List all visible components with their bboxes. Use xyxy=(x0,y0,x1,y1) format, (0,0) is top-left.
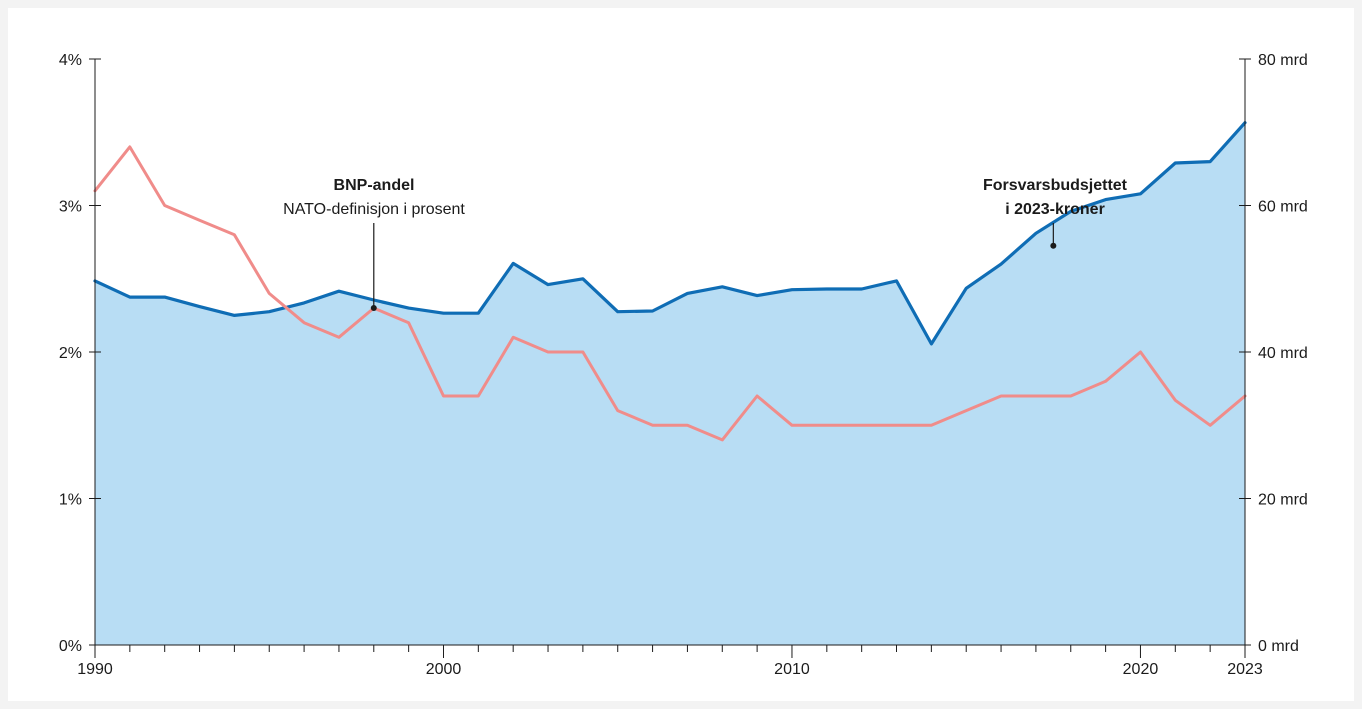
y-right-tick-label: 20 mrd xyxy=(1258,492,1308,509)
x-tick-label: 2010 xyxy=(774,661,810,678)
x-tick-label: 2023 xyxy=(1227,661,1263,678)
annotation-bnp-subtitle: NATO-definisjon i prosent xyxy=(283,201,465,218)
x-tick-label: 2000 xyxy=(426,661,462,678)
annotation-budget-dot xyxy=(1050,242,1057,249)
budget-area xyxy=(95,122,1245,645)
annotation-budget-title: Forsvarsbudsjettet xyxy=(983,177,1128,194)
y-left-tick-label: 2% xyxy=(59,345,82,362)
line-layer xyxy=(93,121,1247,442)
chart-svg: 0% 1% 2% 3% 4% 0 mrd 20 mrd 40 mrd 60 mrd 80 mrd 1… xyxy=(59,52,1308,678)
x-tick-label: 2020 xyxy=(1123,661,1159,678)
annotation-layer: BNP-andel NATO-definisjon i prosent Fors… xyxy=(283,177,1128,312)
x-tick-label: 1990 xyxy=(77,661,113,678)
y-left-tick-label: 0% xyxy=(59,638,82,655)
annotation-bnp-title: BNP-andel xyxy=(334,177,415,194)
y-right-tick-label: 80 mrd xyxy=(1258,52,1308,69)
y-left-tick-label: 1% xyxy=(59,492,82,509)
bnp-series-line xyxy=(93,145,1247,442)
y-right-tick-label: 0 mrd xyxy=(1258,638,1299,655)
y-left-tick-label: 4% xyxy=(59,52,82,69)
y-right-tick-label: 60 mrd xyxy=(1258,199,1308,216)
y-right-tick-label: 40 mrd xyxy=(1258,345,1308,362)
annotation-bnp-dot xyxy=(370,305,377,312)
axis-layer: 0% 1% 2% 3% 4% 0 mrd 20 mrd 40 mrd 60 mrd 80 mrd 1… xyxy=(59,52,1308,678)
area-layer xyxy=(95,122,1245,645)
y-left-tick-label: 3% xyxy=(59,199,82,216)
annotation-budget-subtitle: i 2023-kroner xyxy=(1005,201,1105,218)
chart-container: 0% 1% 2% 3% 4% 0 mrd 20 mrd 40 mrd 60 mrd 80 mrd 1… xyxy=(8,8,1354,701)
